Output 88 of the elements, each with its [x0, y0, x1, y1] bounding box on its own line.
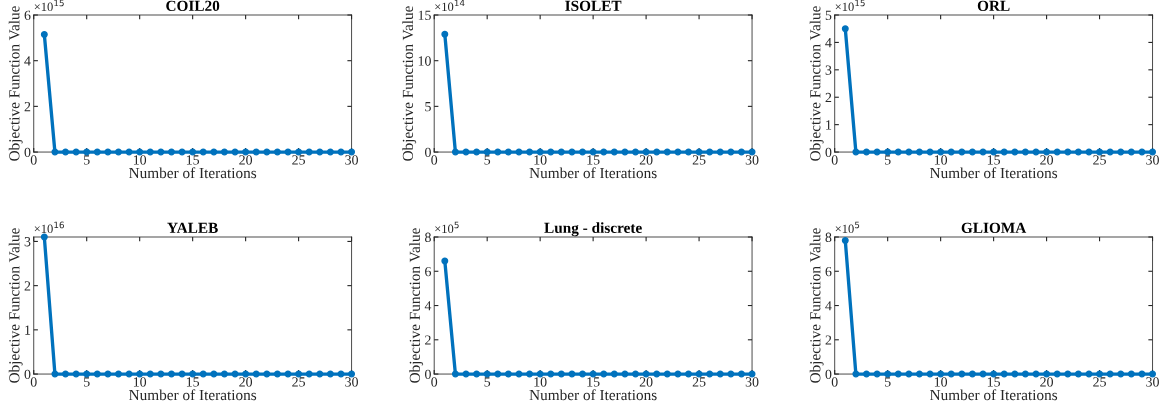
text: ×10$^{14}$ — [435, 0, 465, 12]
x-tick-label: 10 — [133, 377, 147, 387]
x-axis-title: Number of Iterations — [529, 389, 657, 401]
x-axis-title: Number of Iterations — [129, 167, 257, 179]
text: ×10$^{5}$ — [435, 221, 459, 234]
x-tick-label: 15 — [587, 155, 600, 165]
y-tick-label: 0 — [24, 369, 31, 379]
y-tick-label: 4 — [825, 38, 832, 48]
y-tick-label: 4 — [424, 301, 432, 311]
x-tick-label: 20 — [639, 155, 653, 165]
y-tick-label: 0 — [825, 369, 832, 379]
y-tick-label: 0 — [825, 147, 832, 157]
x-tick-label: 20 — [1040, 377, 1053, 387]
text: ×10$^{5}$ — [835, 221, 860, 234]
x-tick-label: 5 — [484, 377, 491, 387]
x-tick-label: 15 — [987, 377, 1001, 387]
y-tick-label: 6 — [825, 266, 832, 277]
x-tick-label: 10 — [133, 155, 147, 165]
y-tick-label: 3 — [825, 65, 832, 75]
y-tick-label: 10 — [418, 56, 431, 66]
x-tick-label: 30 — [745, 377, 759, 387]
x-tick-label: 15 — [987, 155, 1001, 165]
y-tick-label: 2 — [24, 101, 31, 112]
y-tick-label: 0 — [24, 147, 31, 157]
y-tick-label: 6 — [24, 10, 31, 20]
y-tick-label: 5 — [825, 10, 832, 20]
chart-title: ORL — [977, 0, 1010, 11]
x-tick-label: 5 — [885, 377, 891, 387]
y-axis-title: Objective Function Value — [809, 228, 824, 383]
y-tick-label: 0 — [425, 147, 431, 157]
y-axis-title: Objective Function Value — [8, 228, 23, 383]
chart-title: Lung - discrete — [544, 222, 642, 237]
x-tick-label: 20 — [1040, 155, 1053, 165]
text: ×10$^{16}$ — [34, 221, 64, 234]
x-tick-label: 25 — [292, 377, 305, 387]
y-tick-label: 4 — [825, 301, 832, 311]
y-tick-label: 3 — [24, 237, 31, 247]
x-axis-title: Number of Iterations — [529, 167, 657, 179]
x-tick-label: 30 — [1146, 377, 1159, 387]
x-axis-title: Number of Iterations — [929, 389, 1058, 401]
y-tick-label: 2 — [825, 335, 832, 345]
x-tick-label: 5 — [885, 155, 891, 165]
x-tick-label: 30 — [745, 155, 759, 165]
y-tick-label: 2 — [24, 281, 31, 291]
x-tick-label: 5 — [84, 377, 90, 387]
y-axis-title: Objective Function Value — [809, 6, 824, 161]
y-tick-label: 5 — [425, 102, 431, 112]
x-tick-label: 20 — [239, 377, 253, 387]
x-axis-title: Number of Iterations — [929, 167, 1058, 179]
x-tick-label: 15 — [186, 155, 200, 165]
x-tick-label: 20 — [239, 155, 253, 165]
x-axis-title: Number of Iterations — [129, 389, 257, 401]
y-axis-title: Objective Function Value — [409, 228, 424, 383]
x-tick-label: 10 — [534, 155, 547, 165]
chart-title: GLIOMA — [961, 222, 1027, 233]
chart-title: YALEB — [167, 222, 218, 233]
x-tick-label: 30 — [345, 377, 358, 387]
text: ×10$^{15}$ — [34, 0, 64, 12]
y-tick-label: 1 — [25, 325, 31, 335]
y-tick-label: 8 — [425, 232, 431, 242]
y-tick-label: 6 — [425, 266, 432, 277]
x-tick-label: 10 — [534, 377, 547, 387]
y-axis-title: Objective Function Value — [8, 6, 23, 161]
x-tick-label: 30 — [1146, 155, 1159, 165]
y-tick-label: 1 — [826, 120, 832, 130]
text: ×10$^{15}$ — [835, 0, 865, 12]
chart-title: COIL20 — [166, 0, 220, 11]
chart-title: ISOLET — [565, 0, 622, 11]
x-tick-label: 10 — [934, 377, 948, 387]
x-tick-label: 10 — [934, 155, 948, 165]
x-tick-label: 15 — [587, 377, 600, 387]
y-tick-label: 8 — [825, 232, 832, 242]
x-tick-label: 25 — [692, 155, 706, 165]
x-tick-label: 25 — [1093, 377, 1106, 387]
x-tick-label: 5 — [484, 155, 491, 165]
y-tick-label: 2 — [425, 335, 431, 345]
y-tick-label: 15 — [418, 10, 431, 20]
x-tick-label: 15 — [186, 377, 200, 387]
x-tick-label: 25 — [1093, 155, 1106, 165]
x-tick-label: 5 — [84, 155, 90, 165]
x-tick-label: 30 — [345, 155, 358, 165]
x-tick-label: 20 — [639, 377, 653, 387]
y-tick-label: 2 — [825, 92, 832, 103]
x-tick-label: 25 — [692, 377, 706, 387]
x-tick-label: 25 — [292, 155, 305, 165]
y-axis-title: Objective Function Value — [402, 6, 417, 161]
y-tick-label: 4 — [24, 56, 31, 66]
y-tick-label: 0 — [425, 369, 431, 379]
